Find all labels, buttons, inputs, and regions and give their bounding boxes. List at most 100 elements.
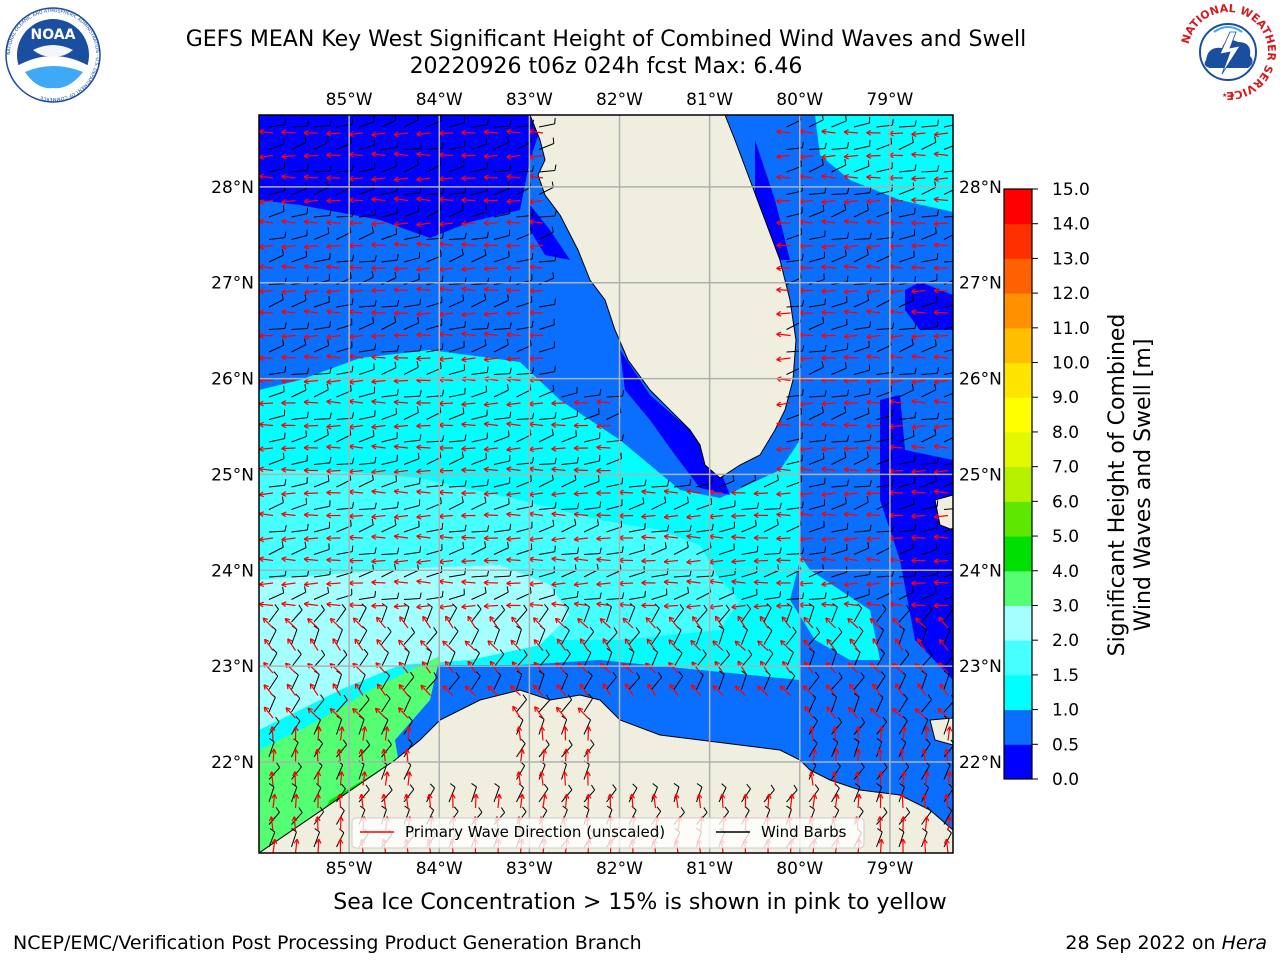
wave-arrow (337, 816, 344, 831)
wind-barb (493, 523, 512, 533)
wind-barb (561, 625, 570, 645)
wind-barb (808, 230, 826, 240)
wave-arrow (281, 491, 296, 497)
wave-arrow (599, 617, 611, 629)
wind-barb (313, 543, 330, 555)
wind-barb (921, 738, 931, 758)
wave-arrow (281, 536, 296, 543)
wind-barb (583, 519, 599, 533)
wind-barb (943, 463, 953, 465)
wind-barb (831, 296, 848, 308)
wind-barb (943, 508, 953, 510)
wind-barb (358, 694, 370, 713)
wind-barb (786, 160, 802, 173)
wave-arrow (268, 816, 275, 831)
wave-arrow (915, 617, 926, 629)
wave-arrow (821, 218, 836, 225)
wave-arrow (303, 219, 319, 225)
wave-arrow (866, 399, 881, 406)
wind-barb (898, 384, 914, 398)
wave-arrow (776, 331, 791, 338)
wave-arrow (326, 535, 341, 542)
wave-arrow (877, 816, 884, 831)
wave-arrow (849, 683, 859, 696)
wave-arrow (461, 558, 476, 565)
wind-barb (808, 738, 818, 758)
wave-arrow (259, 581, 274, 588)
wave-arrow (271, 793, 278, 809)
wind-barb (448, 387, 466, 398)
wave-arrow (584, 771, 591, 786)
wave-arrow (404, 748, 410, 764)
wind-barb (493, 384, 509, 398)
wave-arrow (464, 640, 476, 651)
wave-arrow (315, 838, 322, 853)
wind-barb (808, 344, 827, 353)
wind-barb (358, 430, 375, 443)
wave-arrow (663, 579, 679, 586)
wave-arrow (573, 581, 589, 588)
wave-arrow (719, 793, 726, 809)
wave-arrow (444, 615, 454, 629)
wind-barb (538, 117, 556, 128)
wind-barb (336, 715, 343, 735)
wave-arrow (461, 129, 476, 136)
wind-barb (673, 541, 689, 555)
wave-arrow (866, 581, 881, 588)
wind-barb (493, 136, 509, 150)
wave-arrow (551, 491, 566, 498)
wave-arrow (757, 640, 769, 651)
wind-barb (921, 521, 938, 533)
wave-arrow (416, 241, 431, 248)
wave-arrow (416, 151, 431, 158)
wave-arrow (866, 308, 881, 315)
wind-barb (561, 386, 578, 398)
wave-arrow (416, 331, 431, 338)
wind-barb (921, 428, 937, 443)
wind-barb (336, 603, 347, 623)
wave-arrow (731, 489, 746, 496)
wave-arrow (821, 511, 836, 518)
wave-arrow (393, 533, 409, 540)
lon-tick-label: 79°W (866, 859, 913, 879)
wave-arrow (416, 603, 431, 610)
lon-tick-label: 82°W (596, 859, 643, 879)
wind-barb (313, 227, 330, 240)
wind-barb (831, 187, 850, 195)
wind-barb (808, 564, 825, 578)
wave-arrow (483, 265, 499, 272)
wave-arrow (847, 617, 859, 629)
wave-arrow (281, 198, 296, 205)
wave-arrow (416, 444, 431, 451)
wave-arrow (911, 580, 926, 587)
wave-arrow (314, 748, 321, 764)
wave-arrow (376, 638, 386, 651)
wind-barb (898, 498, 915, 510)
wind-barb (313, 320, 331, 330)
lat-tick-label: 22°N (959, 753, 1002, 773)
wave-arrow (866, 288, 881, 295)
wave-arrow (596, 535, 611, 542)
wave-arrow (826, 706, 836, 719)
lat-tick-label: 22°N (211, 753, 254, 773)
wave-arrow (336, 793, 343, 809)
wave-arrow (416, 558, 431, 565)
wave-arrow (843, 445, 859, 452)
wave-arrow (259, 601, 274, 608)
wind-barb (561, 603, 570, 623)
wind-barb (898, 477, 916, 488)
colorbar-segment (1004, 397, 1032, 433)
wind-barb (358, 115, 375, 128)
wave-arrow (573, 399, 589, 406)
wave-arrow (933, 309, 949, 316)
wind-barb (471, 339, 487, 353)
wave-arrow (843, 491, 859, 497)
wave-arrow (393, 443, 409, 450)
wave-arrow (776, 174, 791, 181)
wind-barb (268, 452, 285, 465)
wave-arrow (933, 354, 949, 361)
wind-barb (741, 545, 759, 555)
wind-barb (493, 604, 506, 623)
wind-barb (471, 138, 488, 150)
wind-barb (831, 693, 838, 713)
